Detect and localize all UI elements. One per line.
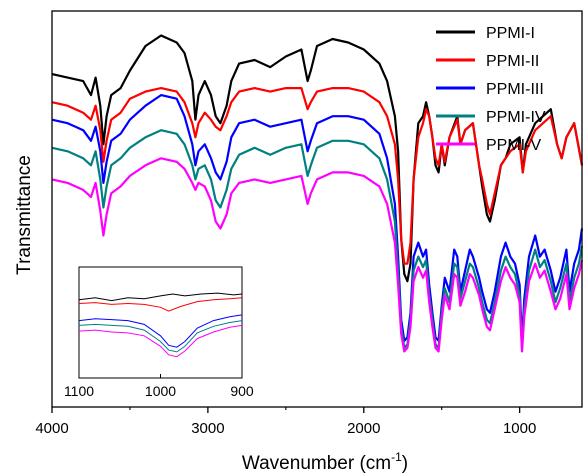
x-tick-label: 1000 [503,420,536,437]
x-tick-label: 2000 [347,420,380,437]
inset-plot: 1100 1000 900 [64,266,254,399]
inset-series-layer [78,292,243,358]
legend-label-ppmi-iv: PPMI-IV [486,109,546,126]
legend-label-ppmi-iii: PPMI-III [486,81,544,98]
x-axis-label-text: Wavenumber (cm [242,453,391,474]
plot-frame [51,10,583,408]
series-line-ppmi-ii [51,87,583,265]
series-line-ppmi-v [51,157,583,353]
inset-x-tick-label: 900 [230,383,254,399]
inset-ticks: 1100 1000 900 [64,374,254,399]
legend-label-ppmi-i: PPMI-I [486,25,535,42]
legend: PPMI-I PPMI-II PPMI-III PPMI-IV PPMI-V [436,25,546,154]
x-tick-label: 3000 [191,420,224,437]
x-tick-label: 4000 [35,420,68,437]
y-axis-label: Transmittance [14,155,35,275]
x-axis-label-superscript: -1 [391,450,402,464]
series-layer [51,34,583,353]
inset-x-tick-label: 1000 [145,383,176,399]
inset-series-line-ppmi-iii [78,314,243,348]
legend-label-ppmi-v: PPMI-V [486,137,541,154]
inset-frame [78,266,243,379]
legend-label-ppmi-ii: PPMI-II [486,53,539,70]
x-axis-label-close: ) [402,453,408,474]
inset-series-line-ppmi-i [78,292,243,302]
inset-series-line-ppmi-v [78,324,243,358]
x-axis-label: Wavenumber (cm-1) [242,450,408,474]
inset-series-line-ppmi-iv [78,320,243,353]
inset-series-line-ppmi-ii [78,297,243,312]
x-axis-ticks: 4000 3000 2000 1000 [35,407,536,437]
inset-x-tick-label: 1100 [64,383,94,399]
